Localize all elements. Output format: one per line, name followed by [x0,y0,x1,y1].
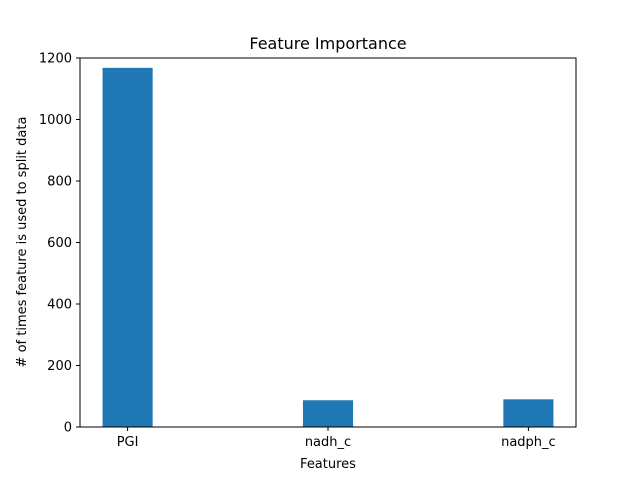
y-tick-label: 400 [47,298,72,313]
x-tick-label: PGI [117,435,139,450]
x-axis-label: Features [300,457,356,472]
plot-frame [79,57,577,428]
y-tick-label: 0 [64,421,72,436]
bar-nadh-c [302,400,354,427]
y-tick-label: 200 [47,359,72,374]
y-tick-label: 1000 [39,113,72,128]
y-tick-label: 600 [47,236,72,251]
y-tick-label: 800 [47,175,72,190]
y-tick-label: 1200 [39,52,72,67]
x-axis: PGI nadh_c nadph_c [117,427,556,450]
bar-nadph-c [503,399,554,427]
bar-pgi [102,67,153,427]
x-tick-label: nadph_c [501,435,556,450]
y-axis: 0 200 400 600 800 1000 1200 [39,52,80,436]
y-axis-label: # of times feature is used to split data [15,117,30,368]
bars-layer [102,67,554,427]
x-tick-label: nadh_c [305,435,351,450]
chart-title: Feature Importance [249,34,406,53]
